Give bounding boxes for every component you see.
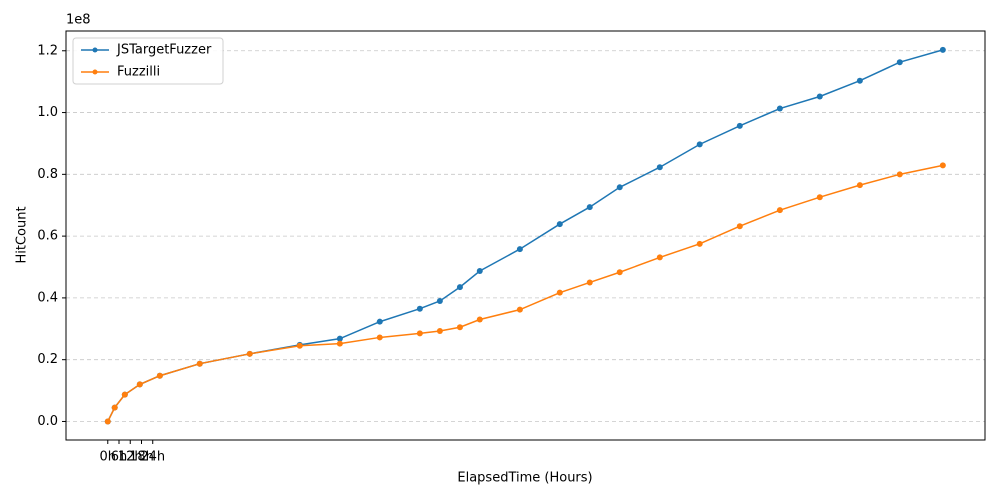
data-point (656, 164, 663, 171)
x-tick-label: 12h (118, 450, 143, 465)
data-point (416, 305, 423, 312)
data-point (556, 221, 563, 228)
data-point (586, 279, 593, 286)
data-point (336, 340, 343, 347)
data-point (939, 162, 946, 169)
data-point (776, 207, 783, 214)
series-line (107, 164, 944, 422)
data-point (476, 316, 483, 323)
y-tick-label: 0.4 (37, 290, 58, 305)
data-point (856, 182, 863, 189)
data-point (616, 269, 623, 276)
y-axis-label: HitCount (15, 206, 30, 263)
x-tick-label: 18h (129, 450, 154, 465)
data-point (736, 122, 743, 129)
data-point (196, 360, 203, 367)
legend-label: Fuzzilli (117, 65, 160, 80)
data-point (516, 306, 523, 313)
data-point (111, 404, 118, 411)
data-point (586, 204, 593, 211)
y-tick-label: 0.2 (37, 352, 58, 367)
data-point (476, 268, 483, 275)
data-point (816, 93, 823, 100)
data-point (516, 246, 523, 253)
x-tick-label: 24h (140, 450, 165, 465)
y-tick-label: 1.0 (37, 105, 58, 120)
y-tick-label: 0.6 (37, 229, 58, 244)
data-point (939, 46, 946, 53)
data-point (896, 59, 903, 66)
data-point (136, 381, 143, 388)
data-point (336, 335, 343, 342)
data-point (856, 77, 863, 84)
legend-label: JSTargetFuzzer (116, 43, 212, 58)
data-point (816, 194, 823, 201)
data-point (296, 342, 303, 349)
data-point (776, 105, 783, 112)
data-point (456, 284, 463, 291)
data-point (436, 327, 443, 334)
data-point (246, 350, 253, 357)
legend-marker (92, 47, 98, 53)
data-point (736, 223, 743, 230)
data-point (121, 391, 128, 398)
data-point (456, 324, 463, 331)
data-point (104, 418, 111, 425)
y-tick-label: 1.2 (37, 43, 58, 58)
offset-text: 1e8 (66, 13, 91, 28)
data-point (696, 240, 703, 247)
data-point (376, 334, 383, 341)
data-point (416, 330, 423, 337)
data-point (376, 318, 383, 325)
y-tick-label: 0.0 (37, 414, 58, 429)
data-point (696, 141, 703, 148)
data-point (896, 171, 903, 178)
x-tick-label: 0h (100, 450, 117, 465)
x-axis-label: ElapsedTime (Hours) (457, 471, 592, 486)
data-point (436, 297, 443, 304)
legend: JSTargetFuzzer Fuzzilli (72, 37, 224, 85)
data-point (656, 254, 663, 261)
x-tick-label: 6h (111, 450, 128, 465)
data-point (156, 372, 163, 379)
legend-box (72, 37, 224, 85)
plot-frame (65, 30, 986, 441)
data-point (616, 184, 623, 191)
data-point (556, 289, 563, 296)
y-tick-label: 0.8 (37, 167, 58, 182)
legend-marker (92, 69, 98, 75)
